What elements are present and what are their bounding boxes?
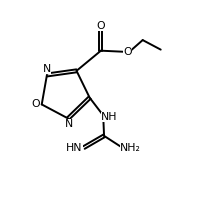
Text: N: N: [43, 64, 52, 74]
Text: HN: HN: [66, 143, 83, 153]
Text: O: O: [97, 21, 105, 31]
Text: O: O: [31, 99, 40, 109]
Text: N: N: [64, 119, 73, 129]
Text: NH₂: NH₂: [120, 143, 141, 153]
Text: O: O: [123, 46, 132, 57]
Text: NH: NH: [101, 112, 118, 122]
